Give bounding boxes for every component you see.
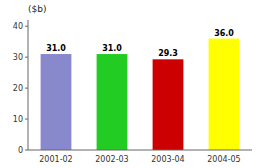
bar: [97, 54, 128, 150]
data-label: 31.0: [102, 44, 122, 53]
chart-container: 0 10 20 30 40 31.0 31.0 29.3 36.0 2001-02 2002-03 2…: [0, 0, 260, 168]
y-axis: [28, 20, 29, 150]
x-tick-label: 2001-02: [39, 155, 72, 164]
chart: 0 10 20 30 40 31.0 31.0 29.3 36.0 2001-02 2002-03 2…: [0, 0, 260, 168]
y-tick-label: 20: [13, 84, 23, 93]
y-tick-label: 30: [13, 53, 23, 62]
y-tick-label: 10: [13, 115, 23, 124]
bar: [209, 39, 240, 150]
bars: [41, 39, 240, 150]
x-tick-label: 2003-04: [151, 155, 184, 164]
data-label: 29.3: [158, 49, 178, 58]
data-label: 36.0: [214, 29, 234, 38]
x-tick-label: 2004-05: [207, 155, 240, 164]
bar: [153, 59, 184, 150]
x-tick-label: 2002-03: [95, 155, 128, 164]
title: ($b): [28, 4, 46, 14]
y-tick-label: 40: [13, 22, 23, 31]
x-axis: [28, 150, 252, 151]
data-label: 31.0: [46, 44, 66, 53]
y-tick-label: 0: [18, 146, 23, 155]
bar: [41, 54, 72, 150]
